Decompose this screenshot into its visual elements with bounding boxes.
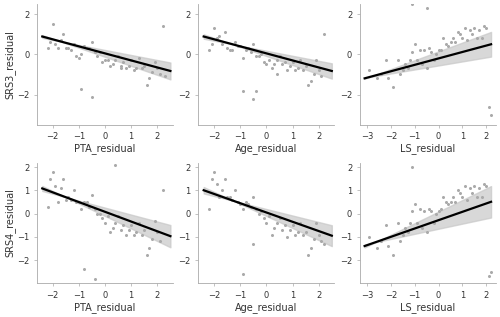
X-axis label: PTA_residual: PTA_residual — [74, 143, 136, 154]
X-axis label: Age_residual: Age_residual — [236, 143, 298, 154]
X-axis label: PTA_residual: PTA_residual — [74, 302, 136, 313]
Y-axis label: SRS4_residual: SRS4_residual — [4, 189, 15, 257]
X-axis label: Age_residual: Age_residual — [236, 302, 298, 313]
X-axis label: LS_residual: LS_residual — [400, 302, 456, 313]
X-axis label: LS_residual: LS_residual — [400, 143, 456, 154]
Y-axis label: SRS3_residual: SRS3_residual — [4, 30, 15, 99]
